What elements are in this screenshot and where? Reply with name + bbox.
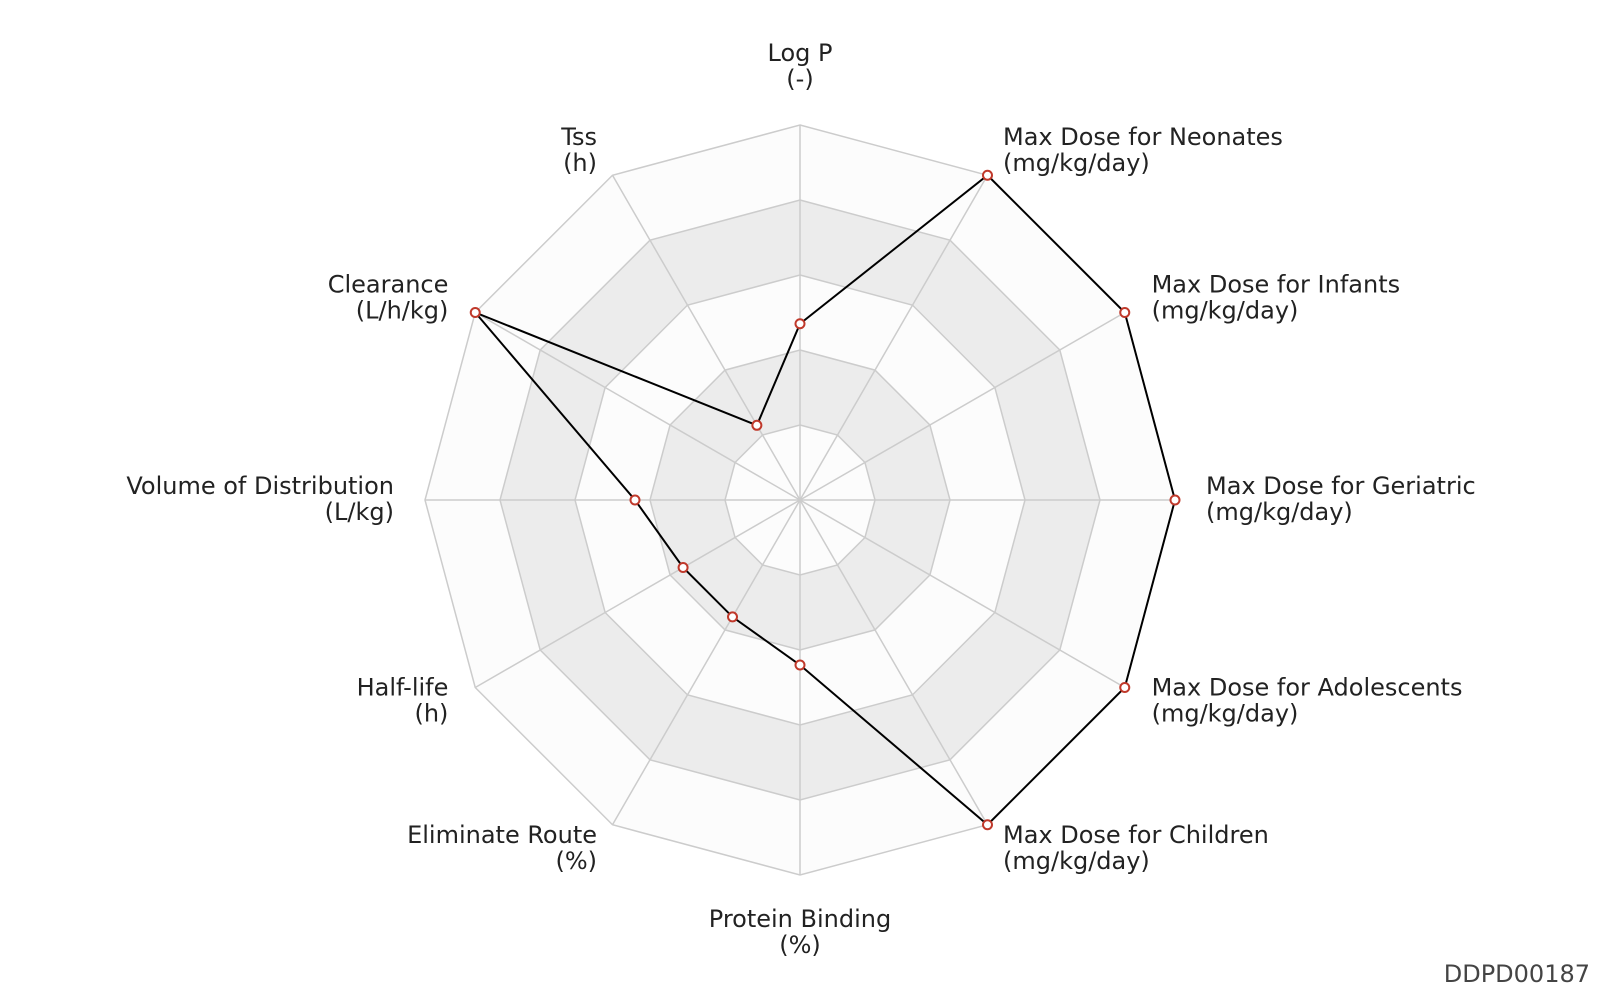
axis-unit: (L/kg) <box>325 498 394 526</box>
data-point <box>751 419 763 431</box>
axis-label: Max Dose for Infants <box>1152 271 1401 299</box>
axis-label: Max Dose for Geriatric <box>1206 472 1476 500</box>
spoke <box>799 174 989 501</box>
data-point <box>794 659 806 671</box>
axis-unit: (mg/kg/day) <box>1003 847 1150 875</box>
axis-label: Volume of Distribution <box>126 472 394 500</box>
axis-unit: (h) <box>563 149 597 177</box>
data-point <box>1169 494 1181 506</box>
spoke <box>799 499 989 826</box>
data-point <box>629 494 641 506</box>
axis-label: Half-life <box>357 674 449 702</box>
data-point <box>1119 307 1131 318</box>
axis-unit: (h) <box>414 700 448 728</box>
footer: DDPD00187 <box>1444 960 1590 988</box>
axis-unit: (%) <box>555 847 597 875</box>
axis-unit: (L/h/kg) <box>356 297 449 325</box>
axis-label: Protein Binding <box>709 905 891 933</box>
axis-label: Log P <box>768 39 833 67</box>
data-point <box>982 819 993 831</box>
axis-label: Tss <box>560 123 597 151</box>
axis-label: Clearance <box>328 271 449 299</box>
spoke <box>474 311 801 501</box>
axis-unit: (mg/kg/day) <box>1152 297 1299 325</box>
data-point <box>469 307 481 318</box>
axis-label: Max Dose for Adolescents <box>1152 674 1463 702</box>
axis-unit: (%) <box>779 931 821 959</box>
spoke <box>611 499 801 826</box>
data-point <box>982 169 993 181</box>
axis-unit: (-) <box>786 65 813 93</box>
axis-unit: (mg/kg/day) <box>1206 498 1353 526</box>
spoke <box>474 499 801 689</box>
data-point <box>677 562 689 573</box>
spoke <box>799 499 1126 689</box>
axis-label: Eliminate Route <box>407 821 597 849</box>
axis-unit: (mg/kg/day) <box>1152 700 1299 728</box>
data-point <box>794 318 806 330</box>
axis-label: Max Dose for Children <box>1003 821 1269 849</box>
axis-label: Max Dose for Neonates <box>1003 123 1283 151</box>
spoke <box>611 174 801 501</box>
data-point <box>1119 682 1131 693</box>
data-point <box>727 611 738 623</box>
axis-unit: (mg/kg/day) <box>1003 149 1150 177</box>
spoke <box>799 311 1126 501</box>
